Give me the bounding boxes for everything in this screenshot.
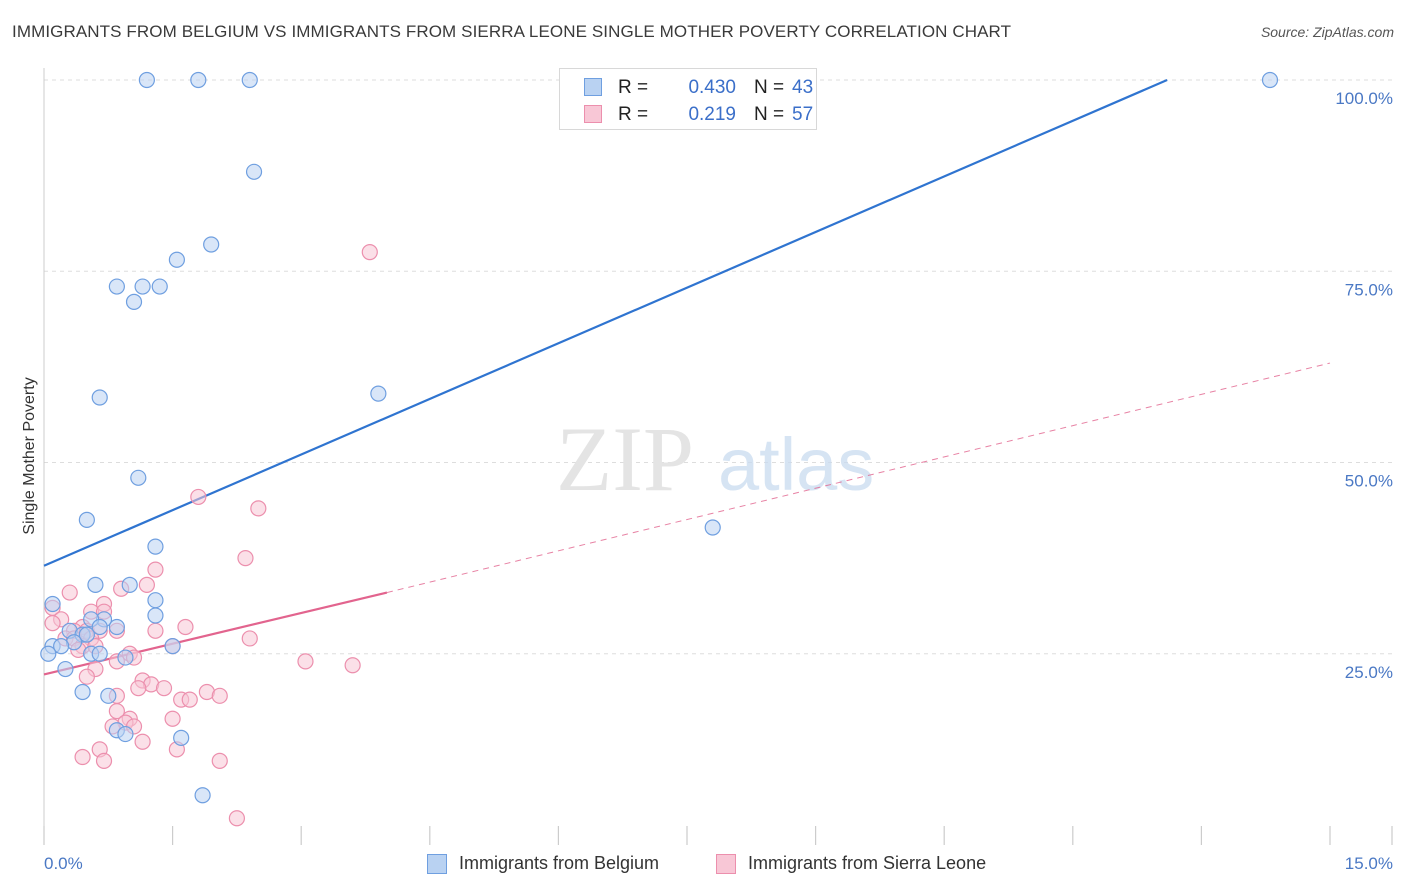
point-sierra-leone xyxy=(44,615,61,632)
point-sierra-leone xyxy=(78,668,95,685)
point-sierra-leone xyxy=(361,244,378,261)
data-points xyxy=(40,71,1279,827)
point-belgium xyxy=(203,236,220,253)
point-belgium xyxy=(117,649,134,666)
point-belgium xyxy=(370,385,387,402)
legend-n-label: N = xyxy=(754,104,785,125)
legend-n-value: 57 xyxy=(792,104,814,125)
point-sierra-leone xyxy=(108,703,125,720)
point-belgium xyxy=(91,645,108,662)
y-tick-label: 50.0% xyxy=(1345,472,1393,491)
legend-label-belgium: Immigrants from Belgium xyxy=(459,853,660,873)
source-label: Source: ZipAtlas.com xyxy=(1260,24,1394,40)
point-sierra-leone xyxy=(147,622,164,639)
point-belgium xyxy=(40,645,57,662)
point-belgium xyxy=(134,278,151,295)
point-belgium xyxy=(100,687,117,704)
point-sierra-leone xyxy=(181,691,198,708)
legend-r-label: R = xyxy=(618,104,649,125)
point-belgium xyxy=(44,595,61,613)
y-tick-label: 25.0% xyxy=(1345,663,1393,682)
legend-swatch-blue xyxy=(584,78,602,96)
point-sierra-leone xyxy=(190,488,207,506)
watermark: ZIP atlas xyxy=(556,408,874,510)
tick-labels: 25.0% 50.0% 75.0% 100.0% 0.0% 15.0% xyxy=(44,89,1393,873)
point-belgium xyxy=(91,389,108,406)
legend-n-value: 43 xyxy=(792,77,814,98)
trend-lines xyxy=(43,78,1331,676)
y-tick-label: 75.0% xyxy=(1345,280,1393,299)
point-sierra-leone xyxy=(211,752,228,769)
point-sierra-leone xyxy=(241,630,258,647)
x-tick-label: 0.0% xyxy=(44,854,83,873)
y-axis-title: Single Mother Poverty xyxy=(21,377,38,534)
legend-label-sierra-leone: Immigrants from Sierra Leone xyxy=(748,853,987,873)
point-sierra-leone xyxy=(211,687,228,704)
point-sierra-leone xyxy=(134,733,151,750)
point-sierra-leone xyxy=(147,561,164,578)
point-belgium xyxy=(241,71,258,89)
point-belgium xyxy=(151,278,168,295)
point-belgium xyxy=(74,683,91,701)
point-sierra-leone xyxy=(250,500,267,517)
point-sierra-leone xyxy=(74,748,91,766)
point-belgium xyxy=(91,618,108,636)
point-belgium xyxy=(138,71,155,89)
grid-lines xyxy=(44,79,1392,655)
point-belgium xyxy=(173,729,190,747)
axes xyxy=(43,68,1393,845)
point-sierra-leone xyxy=(155,680,173,697)
point-belgium xyxy=(53,637,70,655)
legend-swatch-pink xyxy=(716,854,736,874)
point-sierra-leone xyxy=(177,618,194,636)
point-sierra-leone xyxy=(237,550,254,567)
point-belgium xyxy=(147,607,164,624)
point-belgium xyxy=(87,576,104,594)
point-belgium xyxy=(125,293,143,310)
watermark-atlas: atlas xyxy=(718,423,874,506)
point-belgium xyxy=(704,519,721,536)
legend-r-value: 0.219 xyxy=(688,104,736,125)
point-belgium xyxy=(164,637,181,655)
point-belgium xyxy=(147,538,164,555)
point-sierra-leone xyxy=(95,752,113,769)
point-belgium xyxy=(130,469,147,486)
point-sierra-leone xyxy=(61,584,78,601)
point-belgium xyxy=(108,618,125,636)
y-tick-label: 100.0% xyxy=(1335,89,1393,108)
legend-r-value: 0.430 xyxy=(688,77,736,98)
legend-r-label: R = xyxy=(618,77,649,98)
point-sierra-leone xyxy=(138,576,155,594)
point-belgium xyxy=(168,251,185,268)
point-belgium xyxy=(121,576,138,594)
watermark-zip: ZIP xyxy=(556,408,694,510)
point-sierra-leone xyxy=(164,710,181,727)
point-sierra-leone xyxy=(297,653,314,670)
trend-line-sierra-leone-extension xyxy=(386,362,1331,594)
point-belgium xyxy=(78,626,95,643)
stats-legend: R = 0.430 N = 43 R = 0.219 N = 57 xyxy=(559,68,817,130)
point-belgium xyxy=(194,787,211,804)
legend-swatch-blue xyxy=(427,854,447,874)
legend-n-label: N = xyxy=(754,77,785,98)
chart-title: IMMIGRANTS FROM BELGIUM VS IMMIGRANTS FR… xyxy=(12,22,1012,41)
point-sierra-leone xyxy=(130,680,147,697)
trend-line-belgium xyxy=(43,78,1168,567)
point-belgium xyxy=(1261,71,1279,89)
point-belgium xyxy=(57,660,74,678)
x-tick-label: 15.0% xyxy=(1345,854,1393,873)
point-sierra-leone xyxy=(344,657,361,674)
point-belgium xyxy=(108,278,125,295)
point-belgium xyxy=(245,163,263,180)
point-belgium xyxy=(78,511,95,528)
point-belgium xyxy=(147,592,164,609)
point-sierra-leone xyxy=(228,810,245,827)
point-belgium xyxy=(117,725,134,743)
legend-swatch-pink xyxy=(584,105,602,123)
point-belgium xyxy=(190,71,207,89)
